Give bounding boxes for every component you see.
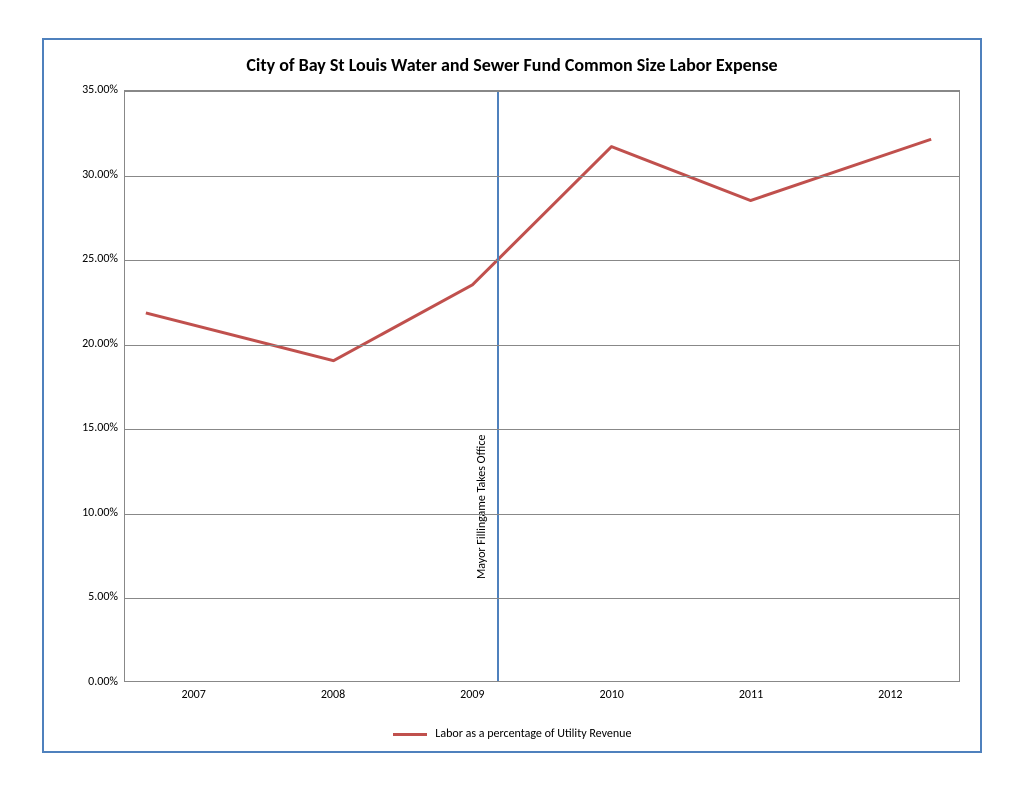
legend-series-label: Labor as a percentage of Utility Revenue xyxy=(435,727,631,741)
x-tick-label: 2012 xyxy=(860,688,920,702)
gridline xyxy=(125,91,959,92)
y-tick-label: 30.00% xyxy=(58,168,118,182)
gridline xyxy=(125,429,959,430)
chart-legend: Labor as a percentage of Utility Revenue xyxy=(44,727,980,741)
gridline xyxy=(125,514,959,515)
legend-swatch xyxy=(393,733,427,736)
y-tick-label: 20.00% xyxy=(58,337,118,351)
y-tick-label: 35.00% xyxy=(58,83,118,97)
chart-frame: City of Bay St Louis Water and Sewer Fun… xyxy=(42,38,982,753)
y-tick-label: 15.00% xyxy=(58,421,118,435)
x-tick-label: 2008 xyxy=(303,688,363,702)
y-tick-label: 0.00% xyxy=(58,675,118,689)
y-tick-label: 10.00% xyxy=(58,506,118,520)
x-tick-label: 2011 xyxy=(721,688,781,702)
annotation-label: Mayor Fillingame Takes Office xyxy=(475,434,489,578)
gridline xyxy=(125,598,959,599)
gridline xyxy=(125,176,959,177)
chart-title: City of Bay St Louis Water and Sewer Fun… xyxy=(44,54,980,76)
plot-area: Mayor Fillingame Takes Office xyxy=(124,90,960,682)
gridline xyxy=(125,345,959,346)
gridline xyxy=(125,260,959,261)
data-series-line xyxy=(125,91,959,681)
x-tick-label: 2007 xyxy=(164,688,224,702)
y-tick-label: 25.00% xyxy=(58,252,118,266)
x-tick-label: 2009 xyxy=(442,688,502,702)
annotation-vertical-line xyxy=(497,91,499,681)
y-tick-label: 5.00% xyxy=(58,590,118,604)
x-tick-label: 2010 xyxy=(582,688,642,702)
